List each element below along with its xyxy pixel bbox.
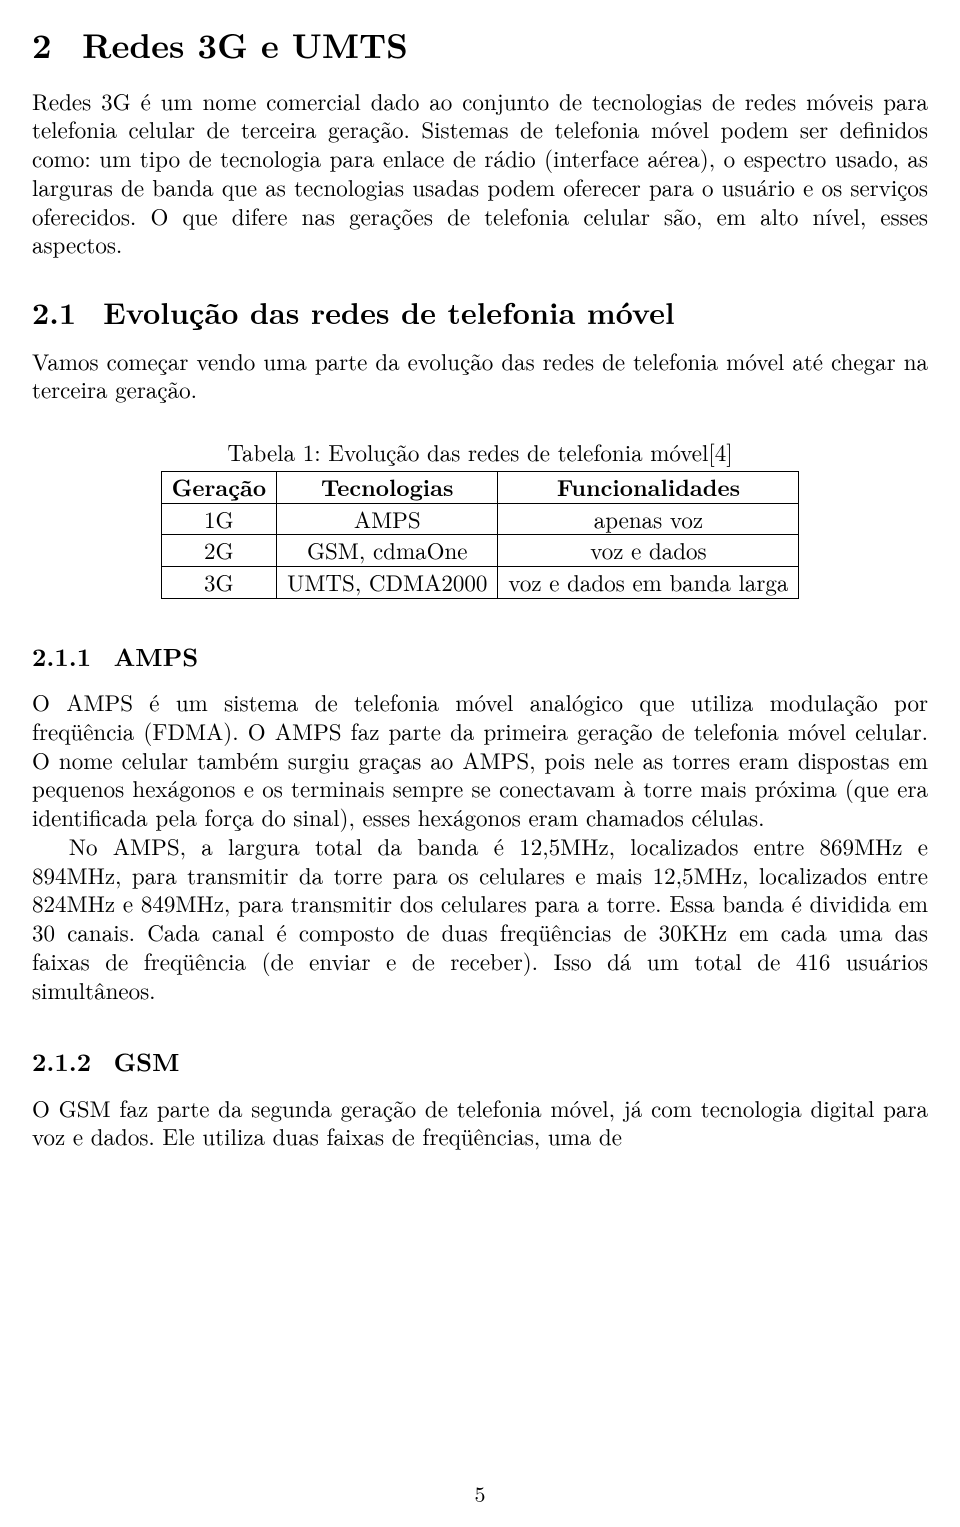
table-cell: 1G (161, 503, 277, 535)
section-para-1: Redes 3G é um nome comercial dado ao con… (32, 87, 928, 260)
amps-para-2: No AMPS, a largura total da banda é 12,5… (32, 832, 928, 1005)
table-row: 1G AMPS apenas voz (161, 503, 799, 535)
table-cell: 2G (161, 535, 277, 567)
subsubsection-title: GSM (114, 1044, 180, 1079)
subsection-heading: 2.1 Evolução das redes de telefonia móvel (32, 293, 928, 331)
gsm-para-1: O GSM faz parte da segunda geração de te… (32, 1094, 928, 1152)
table-cell: voz e dados em banda larga (498, 567, 799, 599)
table-cell: UMTS, CDMA2000 (277, 567, 498, 599)
subsection-title: Evolução das redes de telefonia móvel (103, 290, 674, 333)
table-col-header: Geração (161, 471, 277, 503)
subsubsection-title: AMPS (114, 639, 199, 674)
subsection-para-1: Vamos começar vendo uma parte da evoluçã… (32, 347, 928, 405)
amps-para-1: O AMPS é um sistema de telefonia móvel a… (32, 688, 928, 832)
section-heading: 2Redes 3G e UMTS (32, 24, 928, 67)
table-col-header: Tecnologias (277, 471, 498, 503)
table-cell: 3G (161, 567, 277, 599)
section-number: 2 (32, 20, 52, 69)
subsubsection-number: 2.1.1 (32, 639, 91, 674)
table-1: Geração Tecnologias Funcionalidades 1G A… (161, 471, 800, 599)
table-col-header: Funcionalidades (498, 471, 799, 503)
page-number: 5 (0, 1480, 960, 1508)
subsubsection-heading-amps: 2.1.1 AMPS (32, 641, 928, 672)
table-row: 2G GSM, cdmaOne voz e dados (161, 535, 799, 567)
section-title: Redes 3G e UMTS (82, 20, 408, 69)
table-cell: AMPS (277, 503, 498, 535)
table-cell: apenas voz (498, 503, 799, 535)
table-cell: GSM, cdmaOne (277, 535, 498, 567)
subsubsection-number: 2.1.2 (32, 1044, 91, 1079)
table-row: 3G UMTS, CDMA2000 voz e dados em banda l… (161, 567, 799, 599)
table-1-caption: Tabela 1: Evolução das redes de telefoni… (227, 438, 732, 467)
table-1-container: Tabela 1: Evolução das redes de telefoni… (32, 438, 928, 599)
table-cell: voz e dados (498, 535, 799, 567)
subsection-number: 2.1 (32, 290, 76, 333)
table-header-row: Geração Tecnologias Funcionalidades (161, 471, 799, 503)
subsubsection-heading-gsm: 2.1.2 GSM (32, 1046, 928, 1077)
